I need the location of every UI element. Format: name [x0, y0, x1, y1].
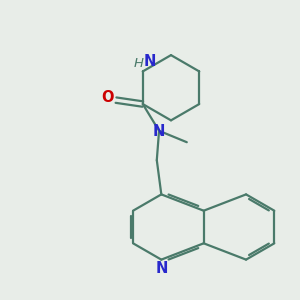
- Text: N: N: [156, 261, 168, 276]
- Text: N: N: [153, 124, 165, 139]
- Text: N: N: [143, 54, 156, 69]
- Text: O: O: [102, 90, 114, 105]
- Text: H: H: [134, 57, 144, 70]
